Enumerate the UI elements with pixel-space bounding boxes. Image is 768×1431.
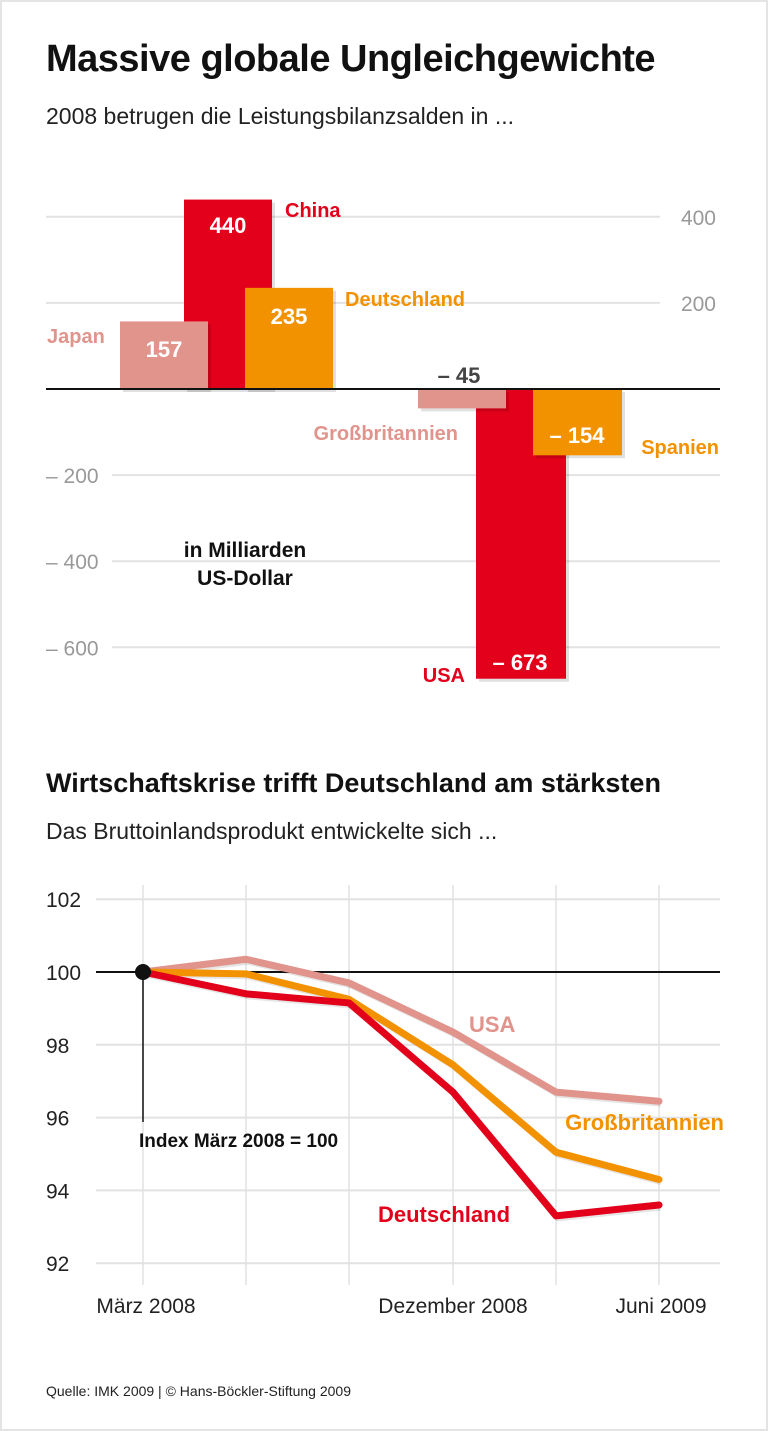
bar-value-label: – 45 [438, 363, 481, 388]
series-line-1 [139, 968, 663, 1183]
chart-subtitle: 2008 betrugen die Leistungsbilanzsalden … [46, 103, 515, 129]
series-label: Deutschland [378, 1202, 510, 1227]
bar-japan [120, 321, 208, 389]
chart-title: Massive globale Ungleichgewichte [46, 38, 656, 80]
series-line-0 [139, 955, 663, 1105]
bar-spanien [533, 389, 622, 456]
y-tick-label: 96 [46, 1108, 69, 1131]
source-note: Quelle: IMK 2009 | © Hans-Böckler-Stiftu… [46, 1383, 351, 1399]
bar-deutschland [245, 287, 333, 389]
y-tick-label: 100 [46, 962, 81, 985]
y-tick-label: – 200 [46, 465, 99, 488]
unit-label: US-Dollar [197, 567, 293, 590]
category-label: USA [423, 665, 465, 687]
line-chart-subtitle: Das Bruttoinlandsprodukt entwickelte sic… [46, 818, 498, 844]
category-label: Japan [47, 326, 105, 348]
annotation-label: Index März 2008 = 100 [139, 1131, 338, 1152]
x-tick-label: Dezember 2008 [378, 1295, 527, 1318]
bar-value-label: – 673 [492, 650, 547, 675]
category-label: Spanien [641, 437, 719, 459]
line-chart-title: Wirtschaftskrise trifft Deutschland am s… [46, 768, 661, 798]
bar-value-label: 440 [210, 213, 247, 238]
category-label: Großbritannien [314, 423, 458, 445]
y-tick-label: – 600 [46, 637, 99, 660]
bar-value-label: 157 [146, 337, 183, 362]
series-label: USA [469, 1012, 516, 1037]
category-label: China [285, 200, 341, 222]
series-line-2 [139, 968, 663, 1220]
index-point [135, 964, 151, 980]
y-tick-label: 92 [46, 1253, 69, 1276]
y-tick-label: 200 [681, 293, 716, 316]
category-label: Deutschland [345, 289, 465, 311]
y-tick-label: – 400 [46, 551, 99, 574]
x-tick-label: Juni 2009 [615, 1295, 706, 1318]
bar-value-label: – 154 [549, 423, 605, 448]
y-tick-label: 94 [46, 1180, 70, 1203]
bar-großbritannien [418, 389, 506, 409]
bar-value-label: 235 [271, 304, 308, 329]
y-tick-label: 400 [681, 207, 716, 230]
bar-chart: 400 200 – 200 – 400 – 600 157 440 235 – 45 – 673 –… [46, 199, 720, 687]
y-tick-label: 102 [46, 889, 81, 912]
y-tick-label: 98 [46, 1035, 69, 1058]
x-tick-label: März 2008 [96, 1295, 195, 1318]
series-label: Großbritannien [565, 1110, 724, 1135]
unit-label: in Milliarden [184, 539, 307, 562]
